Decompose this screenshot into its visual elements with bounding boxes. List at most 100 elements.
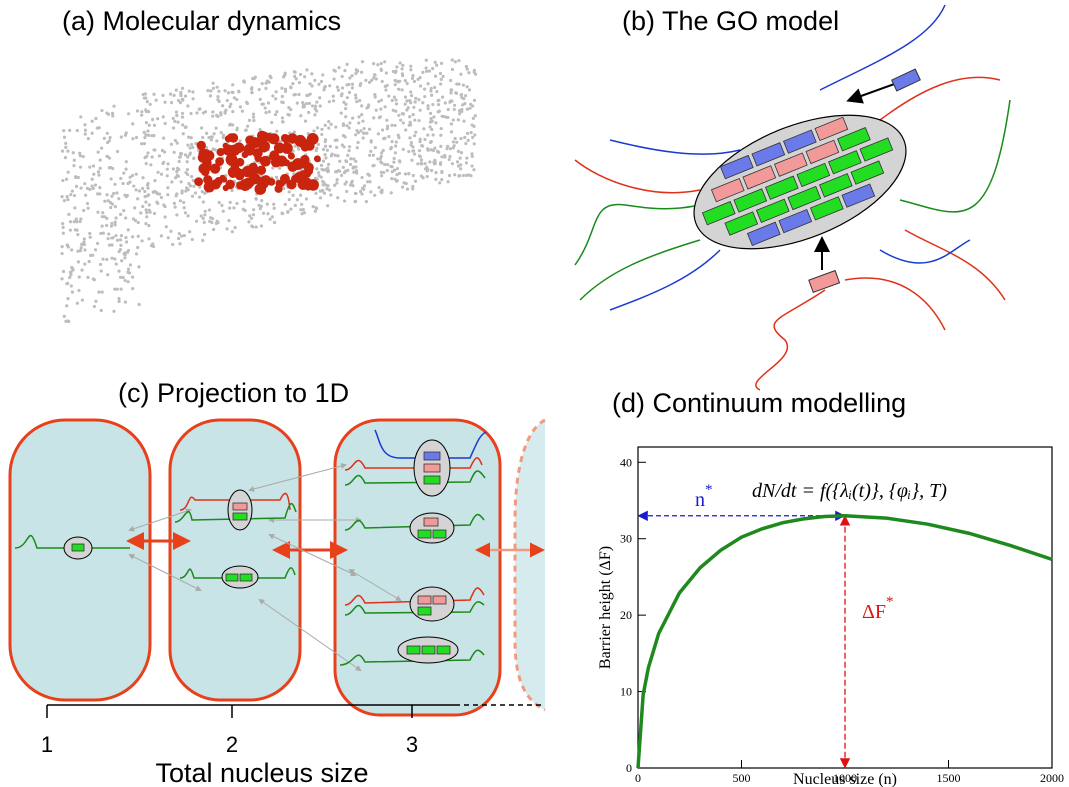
atom [128, 180, 131, 183]
atom [179, 155, 182, 158]
atom [259, 207, 262, 210]
nucleus-atom [201, 167, 210, 176]
atom [145, 121, 148, 124]
atom [447, 108, 450, 111]
atom [319, 189, 322, 192]
atom [451, 68, 454, 71]
atom [471, 136, 474, 139]
atom [231, 110, 234, 113]
atom [421, 144, 424, 147]
atom [401, 186, 404, 189]
atom [215, 139, 218, 142]
atom [198, 108, 201, 111]
nucleus-atom [259, 134, 268, 143]
atom [124, 300, 127, 303]
atom [398, 160, 401, 163]
atom [188, 89, 191, 92]
atom [411, 149, 414, 152]
atom [181, 115, 184, 118]
atom [449, 79, 452, 82]
atom [131, 287, 134, 290]
atom [110, 225, 113, 228]
atom [459, 73, 462, 76]
atom [309, 92, 312, 95]
atom [212, 82, 215, 85]
atom [271, 94, 274, 97]
atom [145, 215, 148, 218]
atom [150, 244, 153, 247]
atom [162, 137, 165, 140]
atom [459, 163, 462, 166]
atom [466, 132, 469, 135]
atom [450, 130, 453, 133]
atom [395, 173, 398, 176]
atom [466, 108, 469, 111]
atom [329, 193, 332, 196]
atom [281, 95, 284, 98]
atom [294, 93, 297, 96]
atom [424, 167, 427, 170]
atom [147, 134, 150, 137]
atom [354, 94, 357, 97]
atom [289, 208, 292, 211]
atom [264, 82, 267, 85]
atom [177, 99, 180, 102]
atom [298, 81, 301, 84]
atom [72, 164, 75, 167]
atom [338, 170, 341, 173]
atom [434, 171, 437, 174]
nucleus-atom [194, 177, 203, 186]
atom [111, 114, 114, 117]
atom [264, 107, 267, 110]
atom [158, 154, 161, 157]
atom [406, 82, 409, 85]
atom [447, 180, 450, 183]
atom [177, 168, 180, 171]
atom [164, 122, 167, 125]
atom [399, 119, 402, 122]
atom [427, 104, 430, 107]
atom [323, 153, 326, 156]
atom [99, 159, 102, 162]
atom [432, 149, 435, 152]
atom [345, 180, 348, 183]
atom [426, 147, 429, 150]
atom [186, 173, 189, 176]
atom [446, 116, 449, 119]
atom [255, 225, 258, 228]
atom [218, 201, 221, 204]
atom [429, 141, 432, 144]
atom [421, 71, 424, 74]
atom [416, 162, 419, 165]
atom [392, 161, 395, 164]
atom [75, 229, 78, 232]
atom [408, 124, 411, 127]
atom [360, 113, 363, 116]
atom [75, 220, 78, 223]
atom [70, 248, 73, 251]
atom [111, 203, 114, 206]
atom [61, 252, 64, 255]
atom [116, 150, 119, 153]
atom [266, 203, 269, 206]
atom [408, 136, 411, 139]
nucleus-atom [271, 157, 281, 167]
axis-label: Total nucleus size [155, 758, 368, 787]
atom [414, 180, 417, 183]
atom [83, 248, 86, 251]
panel-title: (a) Molecular dynamics [62, 6, 341, 36]
atom [83, 237, 86, 240]
atom [178, 160, 181, 163]
atom [403, 181, 406, 184]
atom [144, 133, 147, 136]
atom [296, 102, 299, 105]
atom [361, 60, 364, 63]
atom [397, 134, 400, 137]
atom [67, 320, 70, 323]
atom [334, 154, 337, 157]
atom [365, 132, 368, 135]
atom [97, 170, 100, 173]
atom [474, 114, 477, 117]
atom [262, 212, 265, 215]
atom [96, 192, 99, 195]
